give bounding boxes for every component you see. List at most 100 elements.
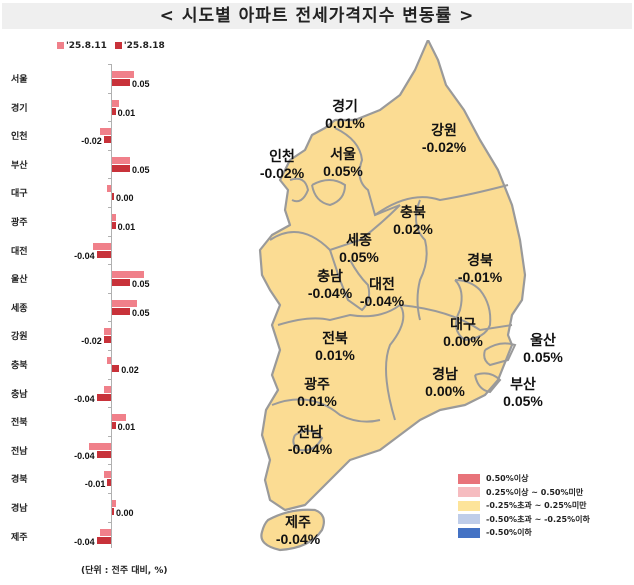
bar-curr-week — [96, 450, 111, 458]
bar-curr-week — [96, 393, 111, 401]
bar-prev-week — [93, 242, 111, 250]
bar-curr-week — [112, 107, 116, 115]
axis-tick — [108, 235, 112, 237]
data-label: -0.04 — [74, 450, 95, 461]
region-name: 세종 — [346, 232, 372, 248]
category-label: 경북 — [11, 475, 28, 486]
region-label-incheon: 인천 -0.02% — [254, 148, 310, 182]
map-legend: 0.50%이상 0.25%이상 ~ 0.50%미만 -0.25%초과 ~ 0.2… — [458, 472, 590, 540]
axis-tick — [108, 378, 112, 380]
bar-curr-week — [96, 250, 111, 258]
region-value: -0.04% — [287, 441, 333, 457]
bar-prev-week — [103, 328, 111, 336]
border-seoul — [311, 179, 347, 207]
bar-curr-week — [112, 164, 130, 172]
region-label-chungbuk: 충북 0.02% — [388, 204, 438, 238]
bar-row: 인천 -0.02 — [0, 121, 160, 150]
region-name: 제주 — [285, 514, 311, 530]
category-label: 광주 — [11, 218, 28, 228]
region-name: 경남 — [432, 366, 458, 382]
bar-row: 충북 0.02 — [0, 350, 160, 379]
region-value: 0.01% — [325, 115, 365, 131]
bar-curr-week — [107, 479, 111, 487]
axis-tick — [108, 207, 112, 208]
data-label: 0.05 — [132, 279, 150, 290]
bar-row: 대구 0.00 — [0, 178, 160, 207]
region-name: 경기 — [332, 98, 358, 114]
bar-curr-week — [103, 136, 111, 144]
region-name: 서울 — [330, 146, 356, 162]
region-label-daegu: 대구 0.00% — [438, 316, 488, 350]
region-name: 충북 — [400, 204, 426, 220]
bar-curr-week — [112, 307, 130, 315]
bar-curr-week — [103, 336, 111, 344]
bar-curr-week — [112, 422, 116, 430]
bar-row: 경북 -0.01 — [0, 464, 160, 493]
border-gwangju — [292, 429, 324, 452]
data-label: -0.01 — [84, 479, 106, 490]
legend-swatch — [114, 42, 122, 49]
axis-tick — [108, 321, 112, 323]
region-value: 0.01% — [297, 393, 337, 409]
region-name: 광주 — [304, 376, 330, 392]
legend-item-prev: '25.8.11 — [57, 41, 107, 51]
data-label: 0.05 — [132, 79, 150, 89]
bar-curr-week — [112, 79, 130, 86]
region-value: 0.05% — [339, 249, 379, 265]
bar-prev-week — [112, 214, 116, 221]
legend-swatch — [458, 514, 480, 525]
border-busan — [474, 372, 502, 394]
jeju-shape — [260, 508, 325, 552]
legend-label: 0.25%이상 ~ 0.50%미만 — [486, 487, 584, 497]
region-value: 0.05% — [523, 349, 563, 365]
region-name: 대구 — [450, 316, 476, 332]
region-value: -0.01% — [457, 269, 503, 285]
mainland-shape — [258, 38, 527, 512]
bar-prev-week — [112, 500, 116, 507]
data-label: -0.02 — [81, 136, 102, 147]
data-label: 0.05 — [132, 307, 150, 318]
bar-row: 경기 0.01 — [0, 93, 160, 122]
bar-row: 대전 -0.04 — [0, 236, 160, 265]
category-label: 강원 — [11, 332, 28, 343]
data-label: 0.05 — [132, 164, 150, 175]
region-label-chungnam: 충남 -0.04% — [302, 268, 358, 302]
bar-prev-week — [107, 185, 111, 193]
data-label: -0.02 — [81, 336, 102, 347]
legend-swatch — [458, 500, 480, 511]
border-daegu — [454, 279, 492, 342]
region-name: 대전 — [369, 276, 395, 292]
axis-tick — [108, 264, 112, 266]
zero-axis — [111, 64, 112, 548]
region-label-jeonnam: 전남 -0.04% — [282, 424, 338, 458]
bar-prev-week — [112, 71, 134, 78]
bar-prev-week — [112, 156, 130, 164]
bar-row: 충남 -0.04 — [0, 379, 160, 408]
region-label-gyeongnam: 경남 0.00% — [420, 366, 470, 400]
legend-swatch — [458, 527, 480, 538]
border-gyeongbuk-gyeongnam — [399, 304, 513, 332]
legend-label: -0.50%이하 — [486, 528, 532, 538]
axis-tick — [108, 292, 112, 294]
bar-legend: '25.8.11 '25.8.18 — [57, 41, 165, 51]
bar-row: 광주 0.01 — [0, 207, 160, 236]
border-gangwon-south — [374, 184, 509, 216]
region-value: 0.02% — [393, 221, 433, 237]
border-chungbuk-gyeongbuk — [415, 199, 428, 321]
chart-title: < 시도별 아파트 전세가격지수 변동률 > — [2, 3, 632, 29]
border-chungnam-jeonbuk — [277, 304, 401, 326]
bar-prev-week — [112, 271, 145, 279]
category-label: 세종 — [11, 303, 28, 314]
region-label-gyeonggi: 경기 0.01% — [320, 98, 370, 132]
region-value: -0.02% — [259, 165, 305, 181]
data-label: 0.00 — [116, 508, 134, 518]
legend-item-curr: '25.8.18 — [114, 41, 165, 51]
axis-tick — [108, 178, 112, 180]
bar-curr-week — [112, 193, 114, 201]
region-label-ulsan: 울산 0.05% — [518, 332, 568, 366]
legend-label: '25.8.11 — [66, 41, 107, 51]
category-label: 경기 — [11, 103, 28, 114]
bar-row: 경남 0.00 — [0, 493, 160, 522]
region-value: 0.00% — [443, 333, 483, 349]
axis-tick — [108, 521, 112, 523]
